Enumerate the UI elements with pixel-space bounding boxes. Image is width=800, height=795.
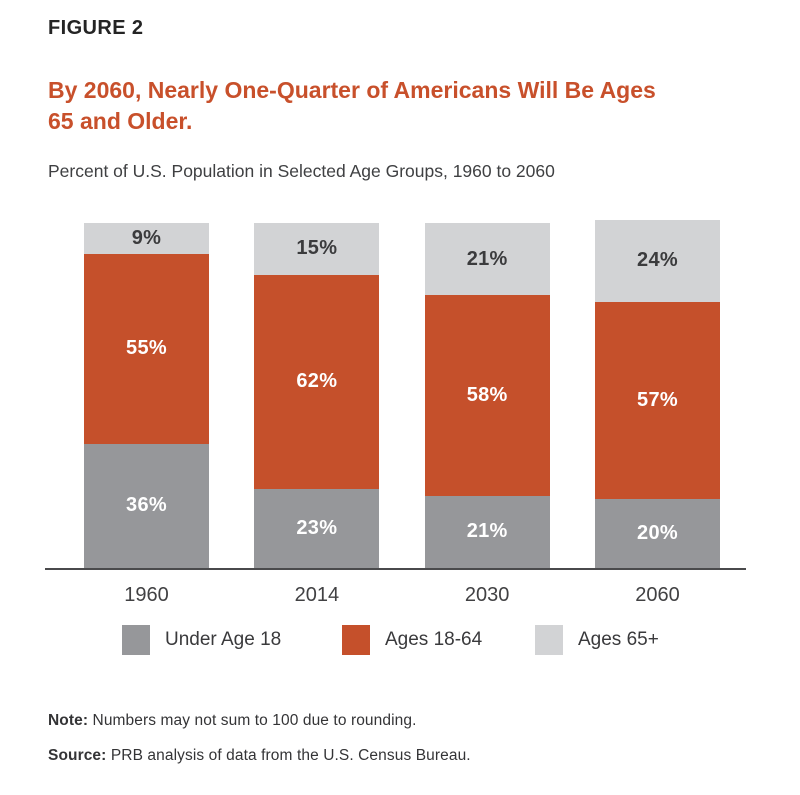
x-axis-labels: 1960 2014 2030 2060 bbox=[84, 584, 720, 607]
bars: 9% 55% 36% 15% 62% 23% 21% 58% 21% 24% 57% 20% bbox=[84, 219, 720, 568]
segment-ages-65-2030: 21% bbox=[424, 223, 550, 296]
segment-value-label: 58% bbox=[466, 384, 508, 407]
segment-value-label: 57% bbox=[637, 389, 678, 412]
segment-under-age-18-2060: 20% bbox=[594, 499, 720, 568]
x-axis-label-2060: 2060 bbox=[635, 584, 680, 606]
note-line: Note: Numbers may not sum to 100 due to … bbox=[48, 712, 416, 730]
source-text: PRB analysis of data from the U.S. Censu… bbox=[110, 746, 471, 764]
bar-2014: 15% 62% 23% bbox=[254, 223, 380, 568]
legend-label-under-age-18: Under Age 18 bbox=[165, 629, 282, 650]
segment-ages-18-64-2014: 62% bbox=[254, 274, 380, 489]
figure-title: By 2060, Nearly One-Quarter of Americans… bbox=[48, 75, 656, 137]
segment-value-label: 23% bbox=[296, 516, 338, 539]
legend: Under Age 18 Ages 18-64 Ages 65+ bbox=[0, 623, 800, 667]
segment-ages-65-1960: 9% bbox=[84, 223, 209, 255]
x-axis-line bbox=[45, 568, 746, 570]
segment-ages-18-64-2060: 57% bbox=[594, 302, 720, 499]
legend-item-ages-65: Ages 65+ bbox=[535, 623, 659, 657]
legend-swatch-ages-65 bbox=[535, 625, 563, 655]
segment-value-label: 15% bbox=[296, 237, 338, 260]
segment-value-label: 21% bbox=[466, 520, 508, 543]
figure-label: FIGURE 2 bbox=[48, 17, 144, 39]
segment-under-age-18-2014: 23% bbox=[254, 488, 380, 568]
legend-label-ages-18-64: Ages 18-64 bbox=[385, 629, 483, 650]
segment-ages-65-2014: 15% bbox=[254, 223, 380, 275]
source-line: Source: PRB analysis of data from the U.… bbox=[48, 747, 471, 765]
segment-value-label: 36% bbox=[126, 494, 167, 517]
bar-2060: 24% 57% 20% bbox=[594, 219, 720, 568]
note-text: Numbers may not sum to 100 due to roundi… bbox=[92, 711, 417, 729]
chart-subtitle: Percent of U.S. Population in Selected A… bbox=[48, 161, 555, 181]
bar-2030: 21% 58% 21% bbox=[424, 223, 550, 568]
legend-label-ages-65: Ages 65+ bbox=[578, 629, 659, 650]
stacked-bar-chart: 9% 55% 36% 15% 62% 23% 21% 58% 21% 24% 57% 20% 1960… bbox=[0, 210, 800, 610]
segment-under-age-18-2030: 21% bbox=[424, 495, 550, 568]
segment-value-label: 20% bbox=[637, 522, 678, 544]
source-label: Source: bbox=[48, 746, 107, 764]
legend-item-under-age-18: Under Age 18 bbox=[122, 623, 281, 657]
segment-value-label: 9% bbox=[131, 227, 162, 250]
segment-value-label: 62% bbox=[296, 370, 338, 393]
x-axis-label-2014: 2014 bbox=[294, 584, 340, 606]
figure-title-line2: 65 and Older. bbox=[48, 108, 193, 134]
legend-item-ages-18-64: Ages 18-64 bbox=[342, 623, 482, 657]
segment-under-age-18-1960: 36% bbox=[84, 443, 209, 568]
x-axis-label-2030: 2030 bbox=[464, 584, 510, 606]
segment-value-label: 24% bbox=[637, 249, 678, 272]
bar-1960: 9% 55% 36% bbox=[84, 223, 209, 568]
segment-value-label: 21% bbox=[466, 247, 508, 270]
x-axis-label-1960: 1960 bbox=[124, 584, 169, 606]
legend-swatch-ages-18-64 bbox=[342, 625, 370, 655]
segment-ages-18-64-1960: 55% bbox=[84, 254, 209, 444]
segment-ages-65-2060: 24% bbox=[594, 219, 720, 303]
legend-swatch-under-age-18 bbox=[122, 625, 150, 655]
segment-value-label: 55% bbox=[126, 337, 167, 360]
note-label: Note: bbox=[48, 711, 89, 729]
figure-title-line1: By 2060, Nearly One-Quarter of Americans… bbox=[48, 77, 656, 103]
segment-ages-18-64-2030: 58% bbox=[424, 295, 550, 496]
